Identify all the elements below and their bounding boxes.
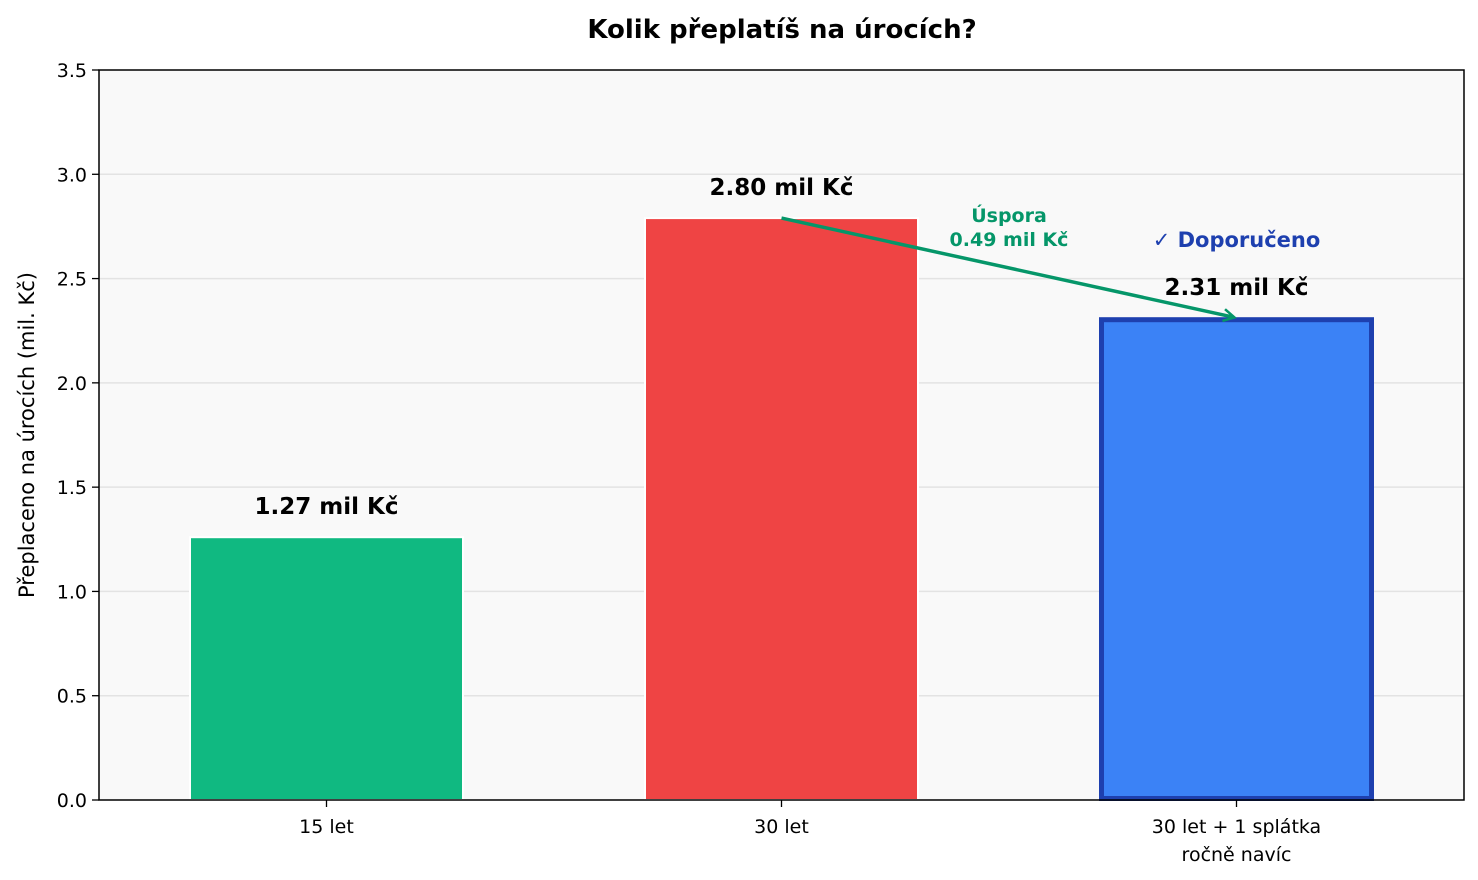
bars-group	[189, 217, 1374, 802]
y-tick-label: 2.5	[57, 269, 87, 291]
y-tick-label: 2.0	[57, 373, 87, 395]
bar-1	[189, 536, 464, 801]
y-tick-label: 1.0	[57, 581, 87, 603]
x-tick-label: 30 let + 1 splátka	[1152, 816, 1321, 838]
savings-annotation-line1: Úspora	[971, 203, 1047, 227]
bar-2	[644, 217, 919, 802]
x-axis: 15 let 30 let 30 let + 1 splátka ročně naví…	[299, 800, 1321, 866]
x-tick-label: 30 let	[754, 816, 809, 838]
y-tick-label: 3.5	[57, 60, 87, 82]
x-tick-label: 15 let	[299, 816, 354, 838]
x-tick-label-line2: ročně navíc	[1182, 844, 1292, 866]
y-axis-label: Přeplaceno na úrocích (mil. Kč)	[15, 272, 39, 598]
savings-annotation-line2: 0.49 mil Kč	[950, 229, 1069, 251]
value-label-2: 2.80 mil Kč	[710, 175, 854, 201]
bar-3	[1099, 317, 1374, 801]
value-labels-group: 1.27 mil Kč 2.80 mil Kč 2.31 mil Kč	[255, 175, 1309, 520]
y-tick-label: 0.0	[57, 790, 87, 812]
recommended-label: ✓ Doporučeno	[1153, 228, 1321, 252]
value-label-1: 1.27 mil Kč	[255, 494, 399, 520]
savings-arrow	[781, 216, 1234, 317]
y-tick-label: 0.5	[57, 686, 87, 708]
value-label-3: 2.31 mil Kč	[1165, 275, 1309, 301]
chart-title: Kolik přeplatíš na úrocích?	[587, 15, 976, 45]
y-tick-label: 1.5	[57, 477, 87, 499]
y-axis: 0.0 0.5 1.0 1.5 2.0 2.5 3.0 3.5	[57, 60, 99, 812]
y-tick-label: 3.0	[57, 164, 87, 186]
